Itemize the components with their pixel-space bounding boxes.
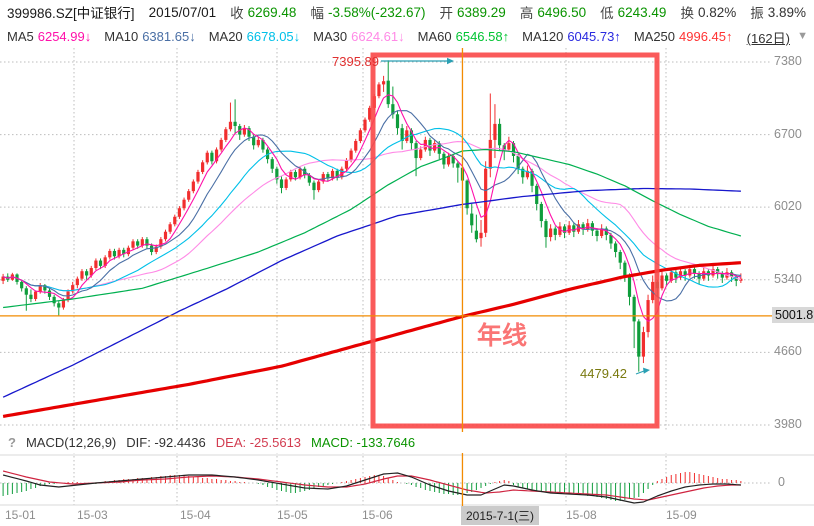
macd-value: DEA: -25.5613 <box>215 435 302 450</box>
annotation-peak-price: 7395.89 <box>332 54 379 69</box>
x-tick-label: 15-04 <box>180 508 211 522</box>
x-tick-label: 15-06 <box>362 508 393 522</box>
annotation-annual-line: 年线 <box>477 322 528 350</box>
macd-fields: DIF: -92.4436 DEA: -25.5613 MACD: -133.764… <box>126 435 415 450</box>
macd-field: DIF: -92.4436 <box>126 435 206 450</box>
x-tick-label: 15-05 <box>277 508 308 522</box>
macd-value: DIF: -92.4436 <box>126 435 206 450</box>
price-crosshair-label: 5001.8 <box>772 306 814 323</box>
ma-item: MA30 6624.61↓ <box>313 29 404 44</box>
date-crosshair-label: 2015-7-1(三) <box>461 506 540 525</box>
ma-label: MA250 <box>633 28 676 44</box>
field-label: 振 <box>750 6 764 21</box>
macd-zero-label: 0 <box>778 475 785 489</box>
y-tick-label: 7380 <box>774 53 802 68</box>
macd-value: MACD: -133.7646 <box>311 435 416 450</box>
header-field: 振 3.89% <box>750 2 806 22</box>
ma-value: 6624.61↓ <box>351 28 405 44</box>
ma-value: 6678.05↓ <box>246 28 301 44</box>
y-tick-label: 3980 <box>774 416 802 431</box>
ma-item: MA60 6546.58↑ <box>418 29 509 44</box>
header-field: 幅 -3.58%(-232.67) <box>310 2 425 22</box>
field-label: 低 <box>600 6 614 21</box>
ma-item: MA10 6381.65↓ <box>104 29 195 44</box>
field-value: 6243.49 <box>617 4 667 20</box>
ma-label: MA120 <box>522 28 564 44</box>
field-label: 换 <box>680 6 694 21</box>
field-label: 高 <box>519 6 534 21</box>
field-label: 开 <box>439 6 454 21</box>
field-value: 6496.50 <box>537 4 587 20</box>
ma-value: 4996.45↑ <box>679 28 733 44</box>
ma-label: MA5 <box>7 28 34 44</box>
chevron-down-icon[interactable]: ▼ <box>797 30 808 42</box>
field-value: 6389.29 <box>457 4 506 20</box>
quote-date: 2015/07/01 <box>148 4 217 20</box>
ma-item: MA250 4996.45↑ <box>634 29 733 44</box>
ma-item: MA5 6254.99↓ <box>7 29 91 44</box>
ma-item: MA120 6045.73↑ <box>522 29 621 44</box>
ma-item: MA20 6678.05↓ <box>209 29 300 44</box>
header-field: 开 6389.29 <box>440 2 506 22</box>
field-value: 3.89% <box>767 4 807 20</box>
field-label: 幅 <box>310 6 324 21</box>
ma-label: MA20 <box>208 28 243 44</box>
ma-value: 6381.65↓ <box>142 28 196 44</box>
x-tick-label: 15-09 <box>666 508 697 522</box>
header-bar: 399986.SZ[中证银行] 2015/07/01 收 6269.48 幅 -3.5… <box>0 0 814 24</box>
x-tick-label: 15-03 <box>77 508 108 522</box>
ma-value: 6546.58↑ <box>455 28 510 44</box>
y-tick-label: 6700 <box>774 126 802 141</box>
help-icon[interactable]: ? <box>8 435 16 450</box>
symbol-name: 399986.SZ[中证银行] <box>7 6 135 21</box>
annotation-trough-price: 4479.42 <box>580 366 627 381</box>
ma-label: MA10 <box>104 28 139 44</box>
field-value: 0.82% <box>697 4 737 20</box>
macd-field: MACD: -133.7646 <box>311 435 415 450</box>
field-label: 收 <box>230 6 244 21</box>
y-tick-label: 5340 <box>774 271 802 286</box>
field-value: -3.58%(-232.67) <box>327 4 426 20</box>
header-field: 高 6496.50 <box>520 2 586 22</box>
ma-value: 6254.99↓ <box>37 28 92 44</box>
period-selector[interactable]: (162日) <box>746 31 790 46</box>
ma-value: 6045.73↑ <box>567 28 621 44</box>
macd-field: DEA: -25.5613 <box>216 435 301 450</box>
y-tick-label: 6020 <box>774 199 802 214</box>
ma-label: MA30 <box>313 28 348 44</box>
x-tick-label: 15-08 <box>566 508 597 522</box>
y-tick-label: 4660 <box>774 344 802 359</box>
ma-label: MA60 <box>417 28 452 44</box>
macd-title: MACD(12,26,9) <box>25 435 117 450</box>
field-value: 6269.48 <box>247 4 297 20</box>
ma-indicator-bar: MA5 6254.99↓ MA10 6381.65↓ MA20 6678.05↓ MA30 6… <box>0 26 814 46</box>
header-field: 换 0.82% <box>680 2 736 22</box>
macd-toolbar: ? MACD(12,26,9) DIF: -92.4436 DEA: -25.56… <box>0 432 770 453</box>
header-field: 收 6269.48 <box>230 2 296 22</box>
header-fields: 收 6269.48 幅 -3.58%(-232.67) 开 6389.29 高 6496.50… <box>230 2 806 22</box>
x-tick-label: 15-01 <box>5 508 36 522</box>
header-field: 低 6243.49 <box>600 2 666 22</box>
